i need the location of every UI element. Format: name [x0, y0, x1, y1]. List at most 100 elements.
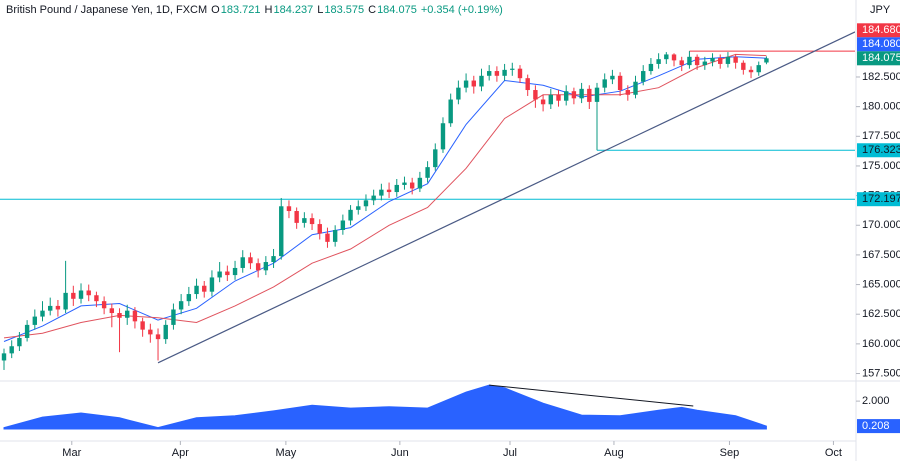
ohlc-value: 184.075 [377, 4, 417, 16]
candle-body [733, 56, 738, 63]
candle-body [641, 71, 646, 82]
candle-body [440, 123, 446, 150]
ohlc-key: H [265, 4, 273, 16]
candle-body [602, 79, 607, 88]
candle-body [540, 99, 546, 105]
candle-body [248, 257, 253, 264]
moving-average [3, 56, 767, 342]
candle-body [148, 329, 153, 335]
change-value: +0.354 (+0.19%) [421, 4, 503, 16]
candle-body [471, 80, 476, 87]
price-label: 176.323 [862, 144, 900, 156]
candle-body [371, 195, 376, 201]
candle-body [517, 68, 523, 79]
candle-body [725, 56, 731, 64]
x-tick-label: Sep [720, 447, 740, 459]
candle-body [325, 233, 330, 242]
candle-body [94, 295, 99, 302]
candle-body [610, 75, 615, 80]
price-label: 184.080 [862, 38, 900, 50]
y-tick-label: 167.500 [862, 249, 900, 261]
candle-body [741, 62, 746, 70]
candle-body [317, 224, 322, 234]
candle-body [186, 294, 192, 302]
ohlc-key: C [368, 4, 376, 16]
candle-body [78, 290, 84, 299]
price-label: 184.680 [862, 24, 900, 36]
currency-label: JPY [870, 4, 891, 16]
ohlc-value: 184.237 [273, 4, 313, 16]
candle-body [748, 69, 754, 73]
indicator-pane [3, 384, 767, 430]
candle-body [140, 321, 145, 330]
x-tick-label: Apr [172, 447, 189, 459]
candle-body [587, 88, 592, 102]
candle-body [263, 262, 269, 271]
divergence-line [489, 384, 694, 407]
candle-body [617, 75, 623, 91]
candle-body [55, 305, 61, 310]
candle-body [171, 309, 176, 325]
ohlc-key: L [317, 4, 323, 16]
candle-body [32, 316, 38, 325]
price-label-box [857, 37, 900, 52]
candle-body [40, 310, 45, 317]
candle-body [502, 69, 507, 76]
candle-body [433, 149, 438, 168]
candle-body [348, 209, 353, 221]
candle-body [687, 56, 692, 66]
y-tick-label: 180.000 [862, 101, 900, 113]
candle-body [679, 60, 684, 66]
y-tick-label: 177.500 [862, 130, 900, 142]
candle-body [132, 310, 138, 322]
candle-body [109, 308, 115, 314]
candle-body [694, 56, 700, 66]
y-tick-label: 175.000 [862, 160, 900, 172]
price-label-box [857, 143, 900, 158]
candle-body [594, 87, 600, 102]
price-label-box [857, 23, 900, 38]
candle-body [379, 189, 384, 196]
candle-body [494, 71, 500, 76]
candle-body [178, 301, 184, 310]
price-pane [0, 31, 855, 370]
candle-body [48, 305, 53, 311]
y-tick-label: 157.500 [862, 367, 900, 379]
candle-body [386, 189, 392, 193]
candle-body [625, 90, 631, 95]
y-tick-label: 160.000 [862, 338, 900, 350]
x-tick-label: Mar [62, 447, 81, 459]
value-label-box [857, 419, 900, 434]
candle-body [309, 218, 315, 225]
candle-body [279, 206, 284, 257]
candle-body [525, 78, 530, 91]
candle-body [633, 81, 638, 95]
candle-body [664, 54, 669, 60]
y-tick-label: 162.500 [862, 308, 900, 320]
candle-body [671, 54, 677, 61]
ohlc-value: 183.721 [221, 4, 261, 16]
candle-body [486, 71, 492, 76]
candle-body [9, 346, 14, 354]
trendline [157, 31, 855, 364]
candle-body [163, 324, 168, 340]
candle-body [656, 59, 661, 64]
candle-body [340, 220, 346, 230]
y-tick-label: 2.000 [862, 395, 890, 407]
x-tick-label: Jun [391, 447, 409, 459]
candle-body [255, 263, 261, 271]
candle-body [571, 91, 577, 99]
moving-average [3, 53, 767, 339]
candle-body [479, 75, 484, 87]
candle-body [286, 206, 292, 212]
candle-body [294, 211, 299, 223]
candle-body [409, 182, 415, 189]
candle-body [17, 337, 22, 347]
candle-body [217, 271, 222, 278]
price-label-box [857, 51, 900, 66]
candle-body [24, 324, 30, 338]
candle-body [302, 218, 307, 223]
candle-body [1, 353, 7, 361]
